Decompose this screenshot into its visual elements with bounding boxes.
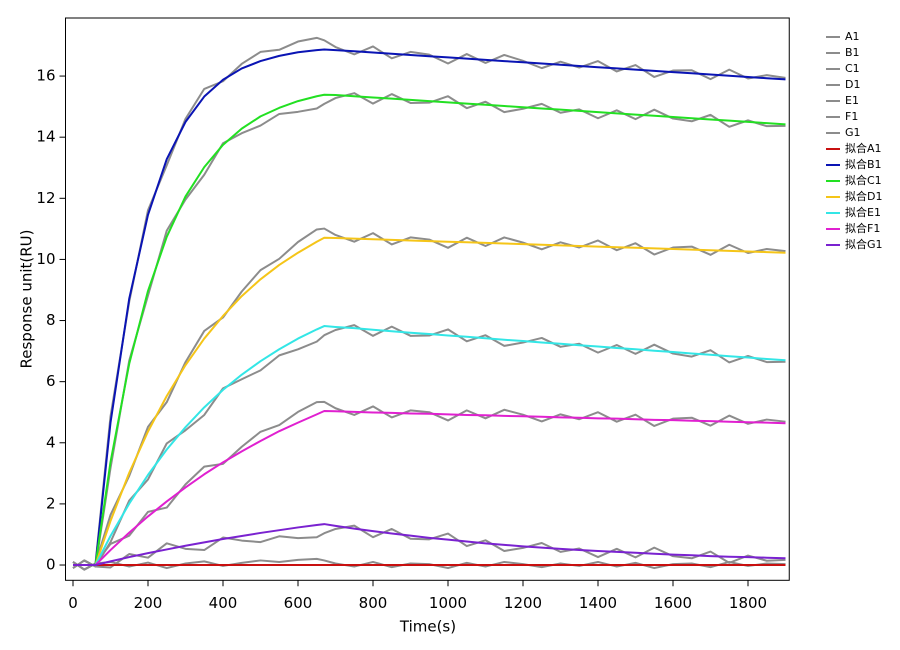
legend-label: 拟合D1 [845, 189, 882, 203]
x-tick-label: 1600 [654, 594, 692, 612]
y-tick-label: 6 [46, 372, 56, 390]
series-line [72, 92, 786, 569]
y-tick-label: 10 [36, 250, 55, 268]
x-tick-label: 200 [134, 594, 163, 612]
legend-label: 拟合B1 [845, 157, 882, 171]
x-tick-label: 0 [68, 594, 78, 612]
y-tick-label: 0 [46, 556, 56, 574]
legend-label: A1 [845, 30, 860, 43]
series-line [73, 93, 786, 567]
y-tick-label: 4 [46, 433, 56, 451]
series-line [73, 48, 786, 567]
legend-label: D1 [845, 78, 860, 91]
y-tick-label: 14 [36, 128, 55, 146]
x-axis-title: Time(s) [399, 618, 456, 636]
legend-label: B1 [845, 46, 860, 59]
x-tick-label: 800 [359, 594, 388, 612]
legend-label: 拟合A1 [845, 141, 882, 155]
series-line [73, 325, 786, 567]
legend-label: E1 [845, 94, 859, 107]
y-tick-label: 12 [36, 189, 55, 207]
x-tick-label: 1400 [579, 594, 617, 612]
series-line [72, 400, 786, 571]
series-line [73, 410, 786, 567]
legend-label: 拟合F1 [845, 221, 880, 235]
x-tick-label: 600 [284, 594, 313, 612]
legend-label: 拟合G1 [845, 237, 883, 251]
y-tick-label: 16 [36, 67, 55, 85]
plot-frame [65, 17, 790, 581]
x-tick-label: 1800 [729, 594, 767, 612]
x-tick-label: 400 [209, 594, 238, 612]
y-tick-label: 2 [46, 494, 56, 512]
y-axis-title: Response unit(RU) [18, 230, 36, 369]
series-line [72, 324, 786, 569]
legend-label: 拟合C1 [845, 173, 882, 187]
series-line [72, 227, 786, 571]
series-line [73, 236, 786, 567]
y-tick-label: 8 [46, 311, 56, 329]
legend-label: C1 [845, 62, 860, 75]
legend-label: 拟合E1 [845, 205, 881, 219]
series-line [73, 523, 786, 567]
x-tick-label: 1200 [504, 594, 542, 612]
legend-label: G1 [845, 126, 861, 139]
legend-label: F1 [845, 110, 858, 123]
x-tick-label: 1000 [429, 594, 467, 612]
